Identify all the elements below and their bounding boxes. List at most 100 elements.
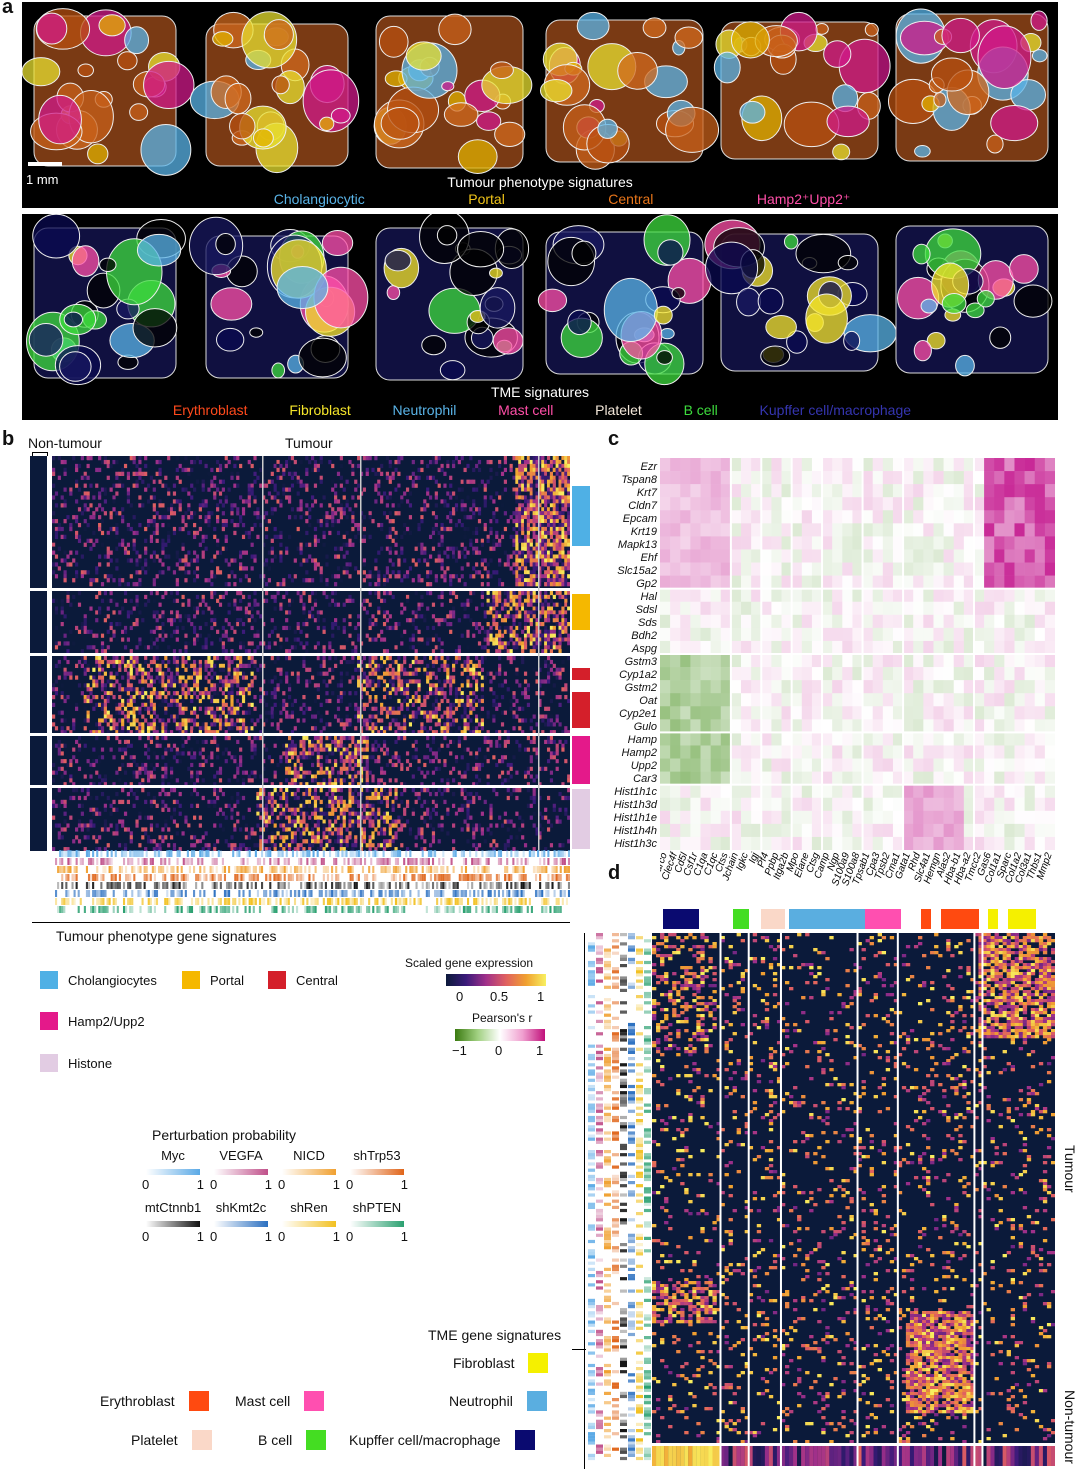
heatmap-cell xyxy=(276,687,280,692)
tumour-nodule xyxy=(212,31,234,47)
heatmap-cell xyxy=(480,687,484,692)
heatmap-cell xyxy=(486,570,490,575)
heatmap-cell xyxy=(161,614,165,619)
heatmap-cell xyxy=(475,570,479,575)
heatmap-cell xyxy=(190,459,194,465)
heatmap-cell xyxy=(109,574,113,579)
heatmap-cell xyxy=(198,726,202,731)
heatmap-cell xyxy=(213,714,217,719)
heatmap-cell xyxy=(66,649,70,654)
heatmap-cell xyxy=(241,645,246,650)
heatmap-cell xyxy=(529,459,533,465)
heatmap-cell xyxy=(515,522,519,528)
heatmap-cell xyxy=(164,710,168,715)
heatmap-cell xyxy=(475,622,479,627)
heatmap-cell xyxy=(264,483,269,488)
heatmap-cell xyxy=(207,633,211,638)
heatmap-cell xyxy=(109,675,113,680)
heatmap-cell xyxy=(138,503,142,508)
heatmap-cell xyxy=(423,671,427,676)
heatmap-cell xyxy=(210,687,214,692)
heatmap-cell xyxy=(109,511,113,516)
heatmap-cell xyxy=(523,591,528,596)
heatmap-cell xyxy=(544,562,548,567)
heatmap-cell xyxy=(546,530,551,536)
heatmap-cell xyxy=(345,736,349,741)
heatmap-cell xyxy=(342,487,346,492)
heatmap-cell xyxy=(512,594,516,600)
heatmap-cell xyxy=(135,554,139,559)
heatmap-cell xyxy=(452,550,456,555)
heatmap-cell xyxy=(336,471,341,476)
heatmap-cell xyxy=(558,538,562,543)
heatmap-cell xyxy=(440,739,444,744)
heatmap-cell xyxy=(158,679,162,684)
heatmap-cell xyxy=(564,519,568,524)
heatmap-cell xyxy=(282,471,286,476)
heatmap-cell xyxy=(434,755,438,760)
heatmap-cell xyxy=(339,755,343,760)
heatmap-cell xyxy=(121,726,125,731)
heatmap-cell xyxy=(377,582,381,587)
tumour-nodule xyxy=(656,350,673,365)
heatmap-cell xyxy=(287,759,292,764)
heatmap-cell xyxy=(561,645,565,650)
heatmap-cell xyxy=(503,730,507,735)
heatmap-cell xyxy=(178,566,182,571)
heatmap-cell xyxy=(210,739,214,744)
heatmap-cell xyxy=(322,530,326,536)
heatmap-cell xyxy=(339,659,343,665)
heatmap-cell xyxy=(296,625,300,631)
heatmap-cell xyxy=(405,718,410,723)
heatmap-cell xyxy=(328,759,332,764)
heatmap-cell xyxy=(126,471,130,476)
heatmap-cell xyxy=(486,574,490,579)
heatmap-cell xyxy=(477,629,482,634)
heatmap-cell xyxy=(322,726,326,731)
heatmap-cell xyxy=(354,503,358,508)
heatmap-cell xyxy=(374,667,378,672)
heatmap-cell xyxy=(495,622,499,627)
heatmap-cell xyxy=(305,618,309,623)
heatmap-cell xyxy=(475,526,479,532)
heatmap-cell xyxy=(63,730,67,735)
heatmap-cell xyxy=(420,594,424,600)
heatmap-cell xyxy=(106,546,110,551)
heatmap-cell xyxy=(521,706,525,711)
heatmap-cell xyxy=(83,671,87,676)
heatmap-cell xyxy=(224,591,228,596)
heatmap-cell xyxy=(308,578,312,583)
heatmap-cell xyxy=(549,659,554,665)
heatmap-cell xyxy=(411,679,415,684)
heatmap-cell xyxy=(167,538,171,543)
heatmap-cell xyxy=(509,633,513,638)
heatmap-cell xyxy=(535,483,539,488)
heatmap-cell xyxy=(316,743,320,748)
heatmap-cell xyxy=(227,751,231,756)
heatmap-cell xyxy=(460,633,464,638)
heatmap-cell xyxy=(216,656,220,661)
heatmap-cell xyxy=(112,722,116,727)
heatmap-cell xyxy=(233,602,237,607)
heatmap-cell xyxy=(466,614,470,619)
heatmap-cell xyxy=(532,591,536,596)
heatmap-cell xyxy=(230,637,234,642)
heatmap-cell xyxy=(503,629,507,634)
heatmap-cell xyxy=(282,706,286,711)
heatmap-cell xyxy=(561,522,565,528)
heatmap-cell xyxy=(319,519,323,524)
heatmap-cell xyxy=(193,534,197,540)
heatmap-cell xyxy=(195,675,200,680)
heatmap-cell xyxy=(567,530,570,536)
heatmap-cell xyxy=(443,667,447,672)
heatmap-cell xyxy=(172,656,177,661)
heatmap-cell xyxy=(411,479,415,484)
heatmap-cell xyxy=(129,755,133,760)
heatmap-cell xyxy=(368,594,372,600)
heatmap-cell xyxy=(518,499,522,504)
heatmap-cell xyxy=(262,641,266,646)
heatmap-cell xyxy=(475,606,479,611)
heatmap-cell xyxy=(460,456,464,461)
heatmap-cell xyxy=(486,602,490,607)
heatmap-cell xyxy=(408,637,413,642)
